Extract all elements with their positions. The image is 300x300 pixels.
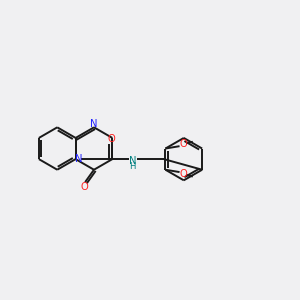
Text: N: N	[75, 154, 82, 164]
Text: O: O	[108, 134, 116, 144]
Text: N: N	[90, 119, 98, 129]
Text: H: H	[130, 162, 136, 171]
Text: N: N	[129, 157, 136, 166]
Text: O: O	[81, 182, 88, 192]
Text: O: O	[179, 169, 187, 179]
Text: O: O	[179, 139, 187, 149]
